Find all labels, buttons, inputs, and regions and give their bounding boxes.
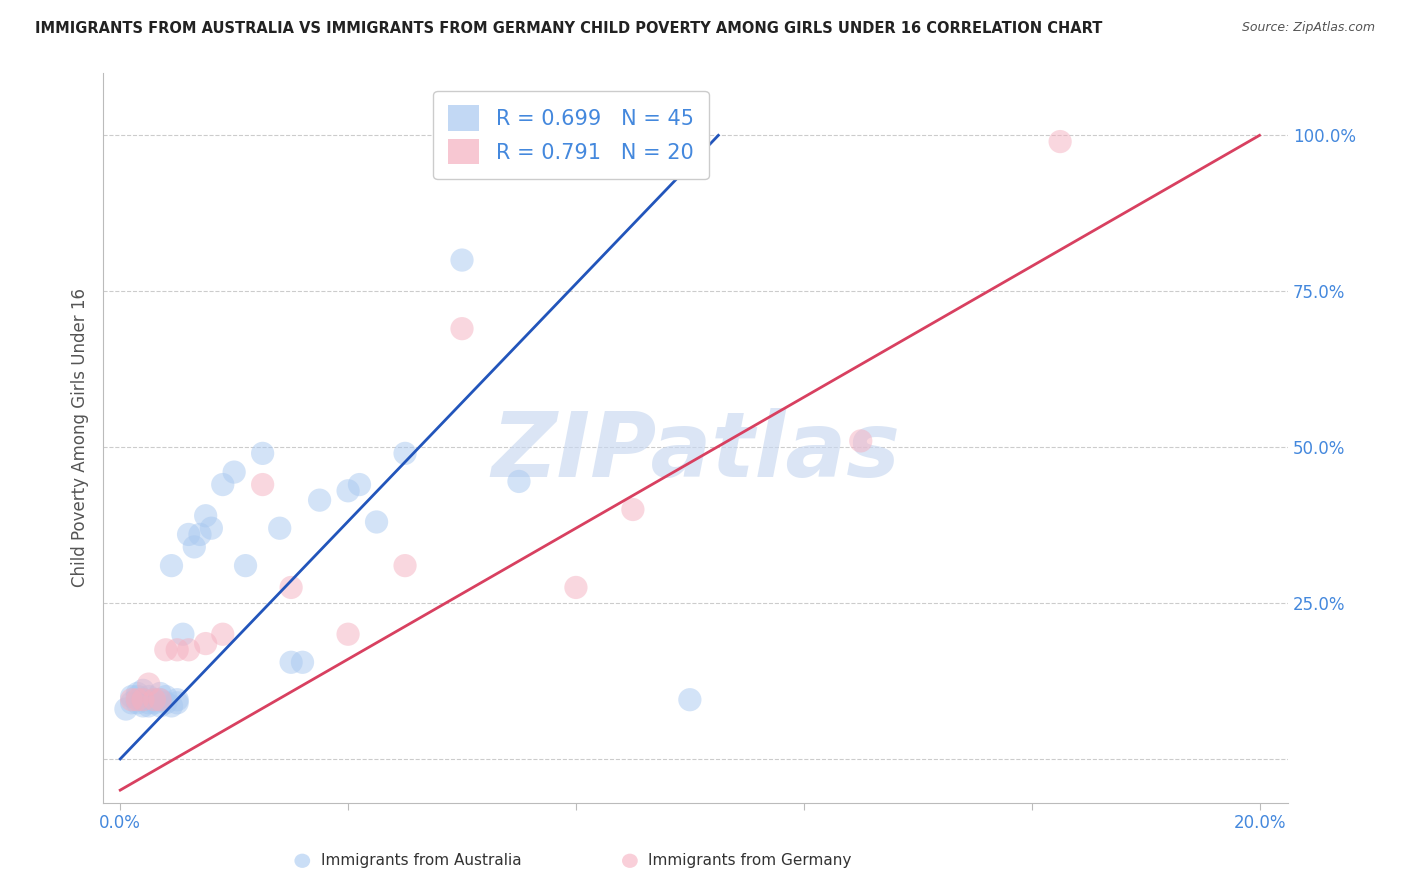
Point bbox=[177, 642, 200, 657]
Point bbox=[394, 558, 416, 573]
Point bbox=[200, 521, 222, 535]
Point bbox=[366, 515, 388, 529]
Point bbox=[132, 698, 155, 713]
Point bbox=[211, 477, 233, 491]
Point bbox=[269, 521, 291, 535]
Point bbox=[155, 642, 177, 657]
Point bbox=[849, 434, 872, 448]
Text: Source: ZipAtlas.com: Source: ZipAtlas.com bbox=[1241, 21, 1375, 34]
Point bbox=[308, 493, 330, 508]
Text: ZIPatlas: ZIPatlas bbox=[491, 409, 900, 496]
Text: Immigrants from Australia: Immigrants from Australia bbox=[321, 853, 522, 868]
Point bbox=[149, 692, 172, 706]
Point bbox=[149, 686, 172, 700]
Point bbox=[121, 690, 143, 704]
Text: Immigrants from Germany: Immigrants from Germany bbox=[648, 853, 852, 868]
Point bbox=[115, 702, 138, 716]
Point bbox=[188, 527, 211, 541]
Point bbox=[337, 483, 360, 498]
Point bbox=[155, 690, 177, 704]
Point bbox=[650, 135, 672, 149]
Point bbox=[508, 475, 530, 489]
Point bbox=[166, 692, 188, 706]
Point bbox=[280, 581, 302, 595]
Point bbox=[166, 642, 188, 657]
Point bbox=[132, 692, 155, 706]
Text: IMMIGRANTS FROM AUSTRALIA VS IMMIGRANTS FROM GERMANY CHILD POVERTY AMONG GIRLS U: IMMIGRANTS FROM AUSTRALIA VS IMMIGRANTS … bbox=[35, 21, 1102, 36]
Y-axis label: Child Poverty Among Girls Under 16: Child Poverty Among Girls Under 16 bbox=[72, 288, 89, 587]
Point bbox=[172, 627, 194, 641]
Point bbox=[143, 692, 166, 706]
Point bbox=[451, 321, 474, 335]
Point bbox=[177, 527, 200, 541]
Point bbox=[349, 477, 371, 491]
Point bbox=[160, 698, 183, 713]
Point bbox=[235, 558, 257, 573]
Point bbox=[252, 446, 274, 460]
Point bbox=[166, 696, 188, 710]
Point bbox=[138, 677, 160, 691]
Point bbox=[121, 696, 143, 710]
Legend: R = 0.699   N = 45, R = 0.791   N = 20: R = 0.699 N = 45, R = 0.791 N = 20 bbox=[433, 91, 709, 179]
Point bbox=[621, 502, 644, 516]
Point bbox=[394, 446, 416, 460]
Point bbox=[138, 698, 160, 713]
Point bbox=[183, 540, 205, 554]
Point bbox=[127, 686, 149, 700]
Point bbox=[679, 692, 702, 706]
Point bbox=[127, 692, 149, 706]
Point bbox=[127, 690, 149, 704]
Point bbox=[337, 627, 360, 641]
Point bbox=[132, 692, 155, 706]
Point bbox=[280, 655, 302, 669]
Point bbox=[138, 696, 160, 710]
Point bbox=[565, 581, 588, 595]
Point bbox=[121, 692, 143, 706]
Point bbox=[451, 253, 474, 268]
Point bbox=[132, 683, 155, 698]
Point bbox=[149, 698, 172, 713]
Point bbox=[160, 558, 183, 573]
Point bbox=[138, 690, 160, 704]
Point bbox=[211, 627, 233, 641]
Point bbox=[143, 692, 166, 706]
Point bbox=[143, 696, 166, 710]
Point bbox=[194, 508, 217, 523]
Point bbox=[149, 692, 172, 706]
Point bbox=[224, 465, 246, 479]
Point bbox=[252, 477, 274, 491]
Point bbox=[127, 696, 149, 710]
Point bbox=[291, 655, 314, 669]
Point bbox=[194, 636, 217, 650]
Point bbox=[155, 696, 177, 710]
Point bbox=[1049, 135, 1071, 149]
